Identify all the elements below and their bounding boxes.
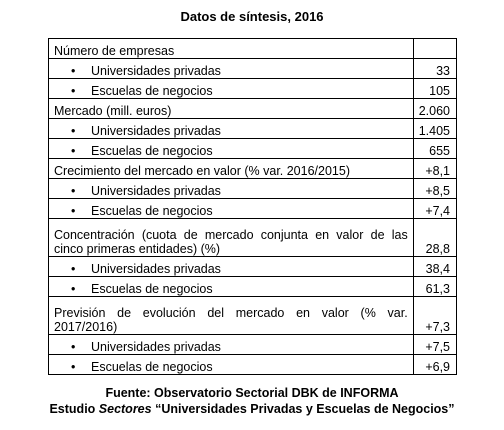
row-label-cell: • Universidades privadas [48,334,414,355]
row-label-cell: • Universidades privadas [48,58,414,79]
row-label: Escuelas de negocios [91,204,213,218]
row-label-cell: • Escuelas de negocios [48,354,414,375]
table-subrow: • Universidades privadas 38,4 [48,256,458,277]
table-subrow: • Escuelas de negocios 655 [48,138,458,159]
table-row: Mercado (mill. euros) 2.060 [48,98,458,119]
bullet-icon: • [71,64,76,78]
row-label: Universidades privadas [91,124,221,138]
row-value: 1.405 [412,118,458,139]
row-label-cell: Crecimiento del mercado en valor (% var.… [48,158,414,179]
study-line: Estudio Sectores “Universidades Privadas… [0,402,504,416]
table-subrow: • Universidades privadas 33 [48,58,458,79]
row-label: Número de empresas [54,44,175,58]
row-value: 105 [412,78,458,99]
row-value: 2.060 [412,98,458,119]
bullet-icon: • [71,144,76,158]
summary-table: Número de empresas • Universidades privada… [48,38,458,375]
row-label-cell: • Escuelas de negocios [48,276,414,297]
row-label-cell: • Universidades privadas [48,178,414,199]
table-subrow: • Escuelas de negocios +7,4 [48,198,458,219]
table-row: Crecimiento del mercado en valor (% var.… [48,158,458,179]
row-value: 38,4 [412,256,458,277]
row-value: 33 [412,58,458,79]
row-label: Escuelas de negocios [91,84,213,98]
source-line: Fuente: Observatorio Sectorial DBK de IN… [0,386,504,400]
row-value: +8,5 [412,178,458,199]
table-row: Número de empresas [48,38,458,59]
table-subrow: • Universidades privadas +7,5 [48,334,458,355]
row-value: 28,8 [412,218,458,257]
table-subrow: • Escuelas de negocios 61,3 [48,276,458,297]
row-label-cell: Concentración (cuota de mercado conjunta… [48,218,414,257]
row-value: 655 [412,138,458,159]
row-value: +7,5 [412,334,458,355]
row-label: Mercado (mill. euros) [54,104,172,118]
row-label: Escuelas de negocios [91,282,213,296]
source-text: Fuente: Observatorio Sectorial DBK de IN… [105,386,399,400]
row-label: Universidades privadas [91,340,221,354]
row-value: +6,9 [412,354,458,375]
row-label: Universidades privadas [91,64,221,78]
row-label: Escuelas de negocios [91,360,213,374]
row-label-cell: • Escuelas de negocios [48,198,414,219]
row-label: Escuelas de negocios [91,144,213,158]
bullet-icon: • [71,204,76,218]
row-value: +7,3 [412,296,458,335]
study-title: “Universidades Privadas y Escuelas de Ne… [151,402,455,416]
table-row: Previsión de evolución del mercado en va… [48,296,458,335]
row-value: 61,3 [412,276,458,297]
row-value: +8,1 [412,158,458,179]
row-label: Concentración (cuota de mercado conjunta… [54,228,408,256]
bullet-icon: • [71,124,76,138]
row-label-cell: Mercado (mill. euros) [48,98,414,119]
row-label-cell: • Universidades privadas [48,256,414,277]
row-label: Crecimiento del mercado en valor (% var.… [54,164,350,178]
row-label: Previsión de evolución del mercado en va… [54,306,408,334]
table-subrow: • Universidades privadas +8,5 [48,178,458,199]
summary-table-body: Número de empresas • Universidades privada… [48,38,458,375]
study-prefix: Estudio [49,402,99,416]
table-subrow: • Universidades privadas 1.405 [48,118,458,139]
table-row: Concentración (cuota de mercado conjunta… [48,218,458,257]
row-label-cell: Número de empresas [48,38,414,59]
table-subrow: • Escuelas de negocios 105 [48,78,458,99]
bullet-icon: • [71,84,76,98]
bullet-icon: • [71,184,76,198]
row-value [412,38,458,59]
row-value: +7,4 [412,198,458,219]
bullet-icon: • [71,360,76,374]
row-label-cell: Previsión de evolución del mercado en va… [48,296,414,335]
row-label: Universidades privadas [91,184,221,198]
bullet-icon: • [71,262,76,276]
row-label-cell: • Universidades privadas [48,118,414,139]
study-italic-word: Sectores [98,402,152,416]
row-label: Universidades privadas [91,262,221,276]
row-label-cell: • Escuelas de negocios [48,138,414,159]
table-subrow: • Escuelas de negocios +6,9 [48,354,458,375]
bullet-icon: • [71,340,76,354]
row-label-cell: • Escuelas de negocios [48,78,414,99]
table-title: Datos de síntesis, 2016 [180,9,324,24]
bullet-icon: • [71,282,76,296]
